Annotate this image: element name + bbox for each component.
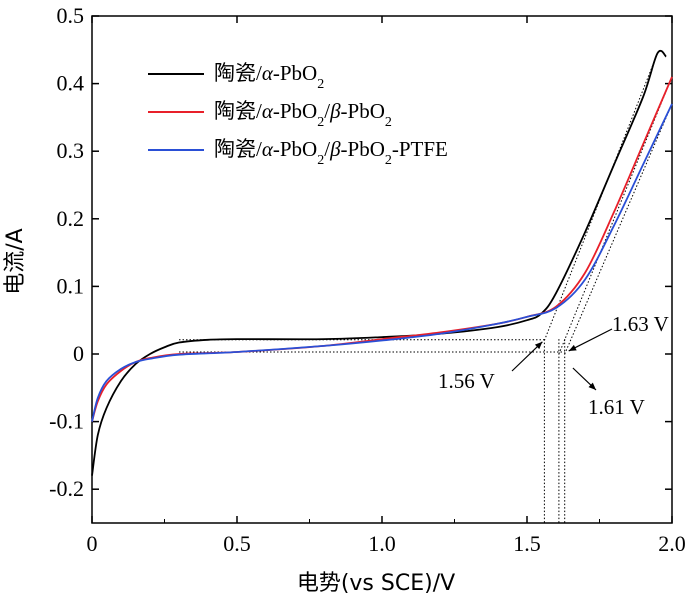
annotation-1-56: 1.56 V [438,369,495,393]
y-axis-label: 电流/A [3,228,28,294]
y-tick-label: 0 [73,341,84,366]
series-line-1 [91,49,667,476]
y-tick-label: 0.4 [57,71,85,96]
y-tick-label: -0.2 [49,476,84,501]
plot-frame [91,15,673,524]
legend-label-3: 陶瓷/α-PbO2/β-PbO2-PTFE [214,137,448,168]
x-tick-label: 0 [87,531,98,556]
x-tick-label: 0.5 [223,531,251,556]
x-tick-label: 2.0 [658,531,686,556]
series-line-3 [91,103,673,422]
annotation-arrow-1-63-head [568,344,577,351]
y-tick-label: 0.2 [57,206,85,231]
x-tick-label: 1.0 [368,531,396,556]
y-tick-label: 0.5 [57,3,85,28]
annotation-1-61: 1.61 V [588,395,645,419]
legend-label-1: 陶瓷/α-PbO2 [214,61,324,92]
series-line-2 [91,76,673,422]
annotation-arrow-1-61-head [588,382,596,390]
annotation-arrow-1-56-head [534,341,543,350]
annotation-arrow-1-63 [568,328,613,352]
y-tick-label: 0.3 [57,138,85,163]
y-tick-label: -0.1 [49,409,84,434]
y-tick-label: 0.1 [57,273,85,298]
legend-label-2: 陶瓷/α-PbO2/β-PbO2 [214,99,392,130]
x-tick-label: 1.5 [513,531,541,556]
annotation-1-63: 1.63 V [612,312,669,336]
x-axis-label: 电势(vs SCE)/V [297,571,455,596]
